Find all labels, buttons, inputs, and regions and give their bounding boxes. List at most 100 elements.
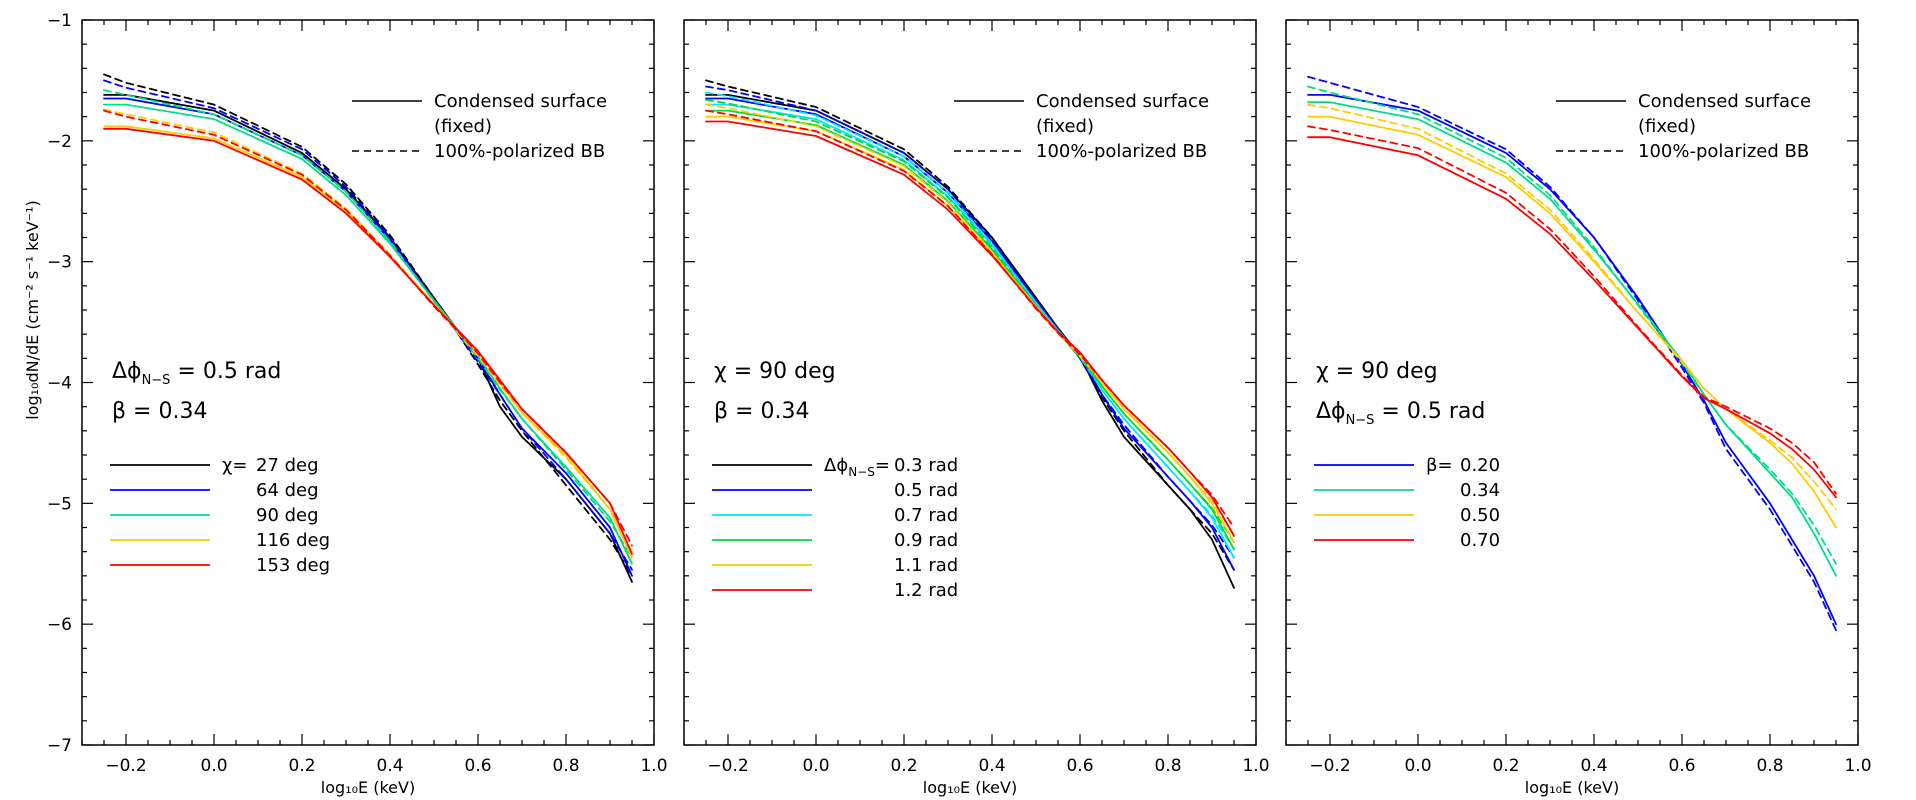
style-legend-solid-label-2: (fixed) <box>434 116 492 137</box>
x-tick-label: 0.8 <box>1154 756 1181 776</box>
series-legend-label-1: 0.20 <box>1460 455 1500 476</box>
x-tick-label: 0.2 <box>890 756 917 776</box>
annotation-dphi-subscript: N−S <box>1346 413 1375 428</box>
curves <box>1307 75 1837 632</box>
series-legend-label-1: 27 deg <box>256 455 319 476</box>
x-tick-label: 0.2 <box>1492 756 1519 776</box>
annotation-text: β = 0.34 <box>112 399 207 424</box>
series-solid-line-3 <box>1307 115 1837 529</box>
style-legend-dashed-label: 100%-polarized BB <box>434 141 605 162</box>
annotation-dphi-value: = 0.5 rad <box>170 359 281 384</box>
annotation-dphi-subscript: N−S <box>142 373 171 388</box>
series-legend-title-symbol: Δϕ <box>824 455 848 476</box>
x-tick-label: −0.2 <box>707 756 748 776</box>
curves <box>103 73 633 583</box>
series-legend-label-5: 153 deg <box>256 555 330 576</box>
series-legend-label-5: 1.1 rad <box>894 555 958 576</box>
series-legend-label-2: 64 deg <box>256 480 319 501</box>
series-legend-label-1: 0.3 rad <box>894 455 958 476</box>
x-tick-label: 1.0 <box>640 756 667 776</box>
series-solid-line-2 <box>103 97 633 577</box>
x-tick-label: 0.0 <box>1404 756 1431 776</box>
style-legend-dashed-label: 100%-polarized BB <box>1036 141 1207 162</box>
curves <box>705 79 1235 589</box>
series-solid-line-1 <box>103 94 633 583</box>
series-solid-line-2 <box>705 97 1235 571</box>
x-tick-label: 0.8 <box>1756 756 1783 776</box>
x-tick-label: −0.2 <box>105 756 146 776</box>
x-tick-label: 0.4 <box>376 756 403 776</box>
series-dashed-line-3 <box>1307 103 1837 511</box>
y-tick-label: −7 <box>47 736 72 756</box>
series-legend-title: β= <box>1426 455 1453 476</box>
series-solid-line-2 <box>1307 101 1837 577</box>
style-legend-dashed-label: 100%-polarized BB <box>1638 141 1809 162</box>
series-legend-label-3: 0.7 rad <box>894 505 958 526</box>
annotation-dphi: ΔϕN−S = 0.5 rad <box>112 359 281 388</box>
style-legend-solid-label: Condensed surface <box>434 91 607 112</box>
x-tick-label: 0.0 <box>802 756 829 776</box>
chart-panel-2: −0.2 0.0 0.2 0.4 0.6 0.8 1.0 log₁₀E (keV) Conden… <box>683 19 1270 797</box>
series-solid-line-4 <box>103 125 633 559</box>
x-tick-label: 0.6 <box>464 756 491 776</box>
annotation-dphi: ΔϕN−S = 0.5 rad <box>1316 399 1485 428</box>
annotation-text: β = 0.34 <box>714 399 809 424</box>
series-legend-title-symbol: χ= <box>222 455 247 476</box>
series-legend-label-4: 116 deg <box>256 530 330 551</box>
series-dashed-line-4 <box>103 108 633 553</box>
series-dashed-line-4 <box>705 98 1235 543</box>
series-dashed-line-5 <box>103 109 633 547</box>
series-legend-label-2: 0.34 <box>1460 480 1500 501</box>
series-solid-line-5 <box>103 127 633 555</box>
x-tick-label: 0.2 <box>288 756 315 776</box>
x-tick-label: 0.6 <box>1668 756 1695 776</box>
x-axis-title: log₁₀E (keV) <box>923 778 1017 797</box>
x-axis-title: log₁₀E (keV) <box>321 778 415 797</box>
annotation-text: χ = 90 deg <box>714 359 836 384</box>
series-legend-title: χ= <box>222 455 247 476</box>
series-solid-line-1 <box>705 94 1235 589</box>
annotation-dphi-value: = 0.5 rad <box>1374 399 1485 424</box>
series-legend-label-2: 0.5 rad <box>894 480 958 501</box>
series-dashed-line-1 <box>1307 75 1837 632</box>
x-tick-label: 0.0 <box>200 756 227 776</box>
y-tick-label: −5 <box>47 494 72 514</box>
series-solid-line-4 <box>705 109 1235 551</box>
style-legend-solid-label: Condensed surface <box>1638 91 1811 112</box>
x-tick-label: 0.4 <box>978 756 1005 776</box>
y-tick-label: −2 <box>47 132 72 152</box>
style-legend-solid-label-2: (fixed) <box>1036 116 1094 137</box>
series-dashed-line-2 <box>103 79 633 571</box>
y-tick-label: −3 <box>47 253 72 273</box>
y-tick-label: −1 <box>47 11 72 31</box>
x-axis-title: log₁₀E (keV) <box>1525 778 1619 797</box>
y-axis-label: log₁₀dN/dE (cm⁻² s⁻¹ keV⁻¹) <box>23 200 42 420</box>
x-tick-label: 0.6 <box>1066 756 1093 776</box>
x-tick-label: −0.2 <box>1309 756 1350 776</box>
series-dashed-line-4 <box>1307 125 1837 495</box>
x-tick-label: 0.4 <box>1580 756 1607 776</box>
series-legend-title-symbol: β= <box>1426 455 1453 476</box>
chart-panel-1: −0.2 0.0 0.2 0.4 0.6 0.8 1.0 log₁₀E (keV) −7 −6 −5… <box>47 11 668 797</box>
series-solid-line-6 <box>705 120 1235 537</box>
series-legend-title: ΔϕN−S= <box>824 455 890 479</box>
series-legend-label-6: 1.2 rad <box>894 580 958 601</box>
series-dashed-line-2 <box>1307 85 1837 565</box>
x-tick-label: 0.8 <box>552 756 579 776</box>
y-tick-label: −6 <box>47 615 72 635</box>
series-legend-label-3: 90 deg <box>256 505 319 526</box>
series-legend-label-4: 0.70 <box>1460 530 1500 551</box>
annotation-dphi-symbol: Δϕ <box>1316 399 1346 424</box>
series-legend-title-suffix: = <box>875 455 890 476</box>
panels: −0.2 0.0 0.2 0.4 0.6 0.8 1.0 log₁₀E (keV) −7 −6 −5… <box>47 11 1872 797</box>
style-legend-solid-label-2: (fixed) <box>1638 116 1696 137</box>
chart-panel-3: −0.2 0.0 0.2 0.4 0.6 0.8 1.0 log₁₀E (keV) Conden… <box>1285 19 1872 797</box>
series-legend-label-3: 0.50 <box>1460 505 1500 526</box>
series-solid-line-4 <box>1307 136 1837 499</box>
style-legend-solid-label: Condensed surface <box>1036 91 1209 112</box>
y-tick-label: −4 <box>47 374 72 394</box>
annotation-dphi-symbol: Δϕ <box>112 359 142 384</box>
series-legend-title-subscript: N−S <box>848 465 875 479</box>
series-solid-line-3 <box>103 103 633 565</box>
